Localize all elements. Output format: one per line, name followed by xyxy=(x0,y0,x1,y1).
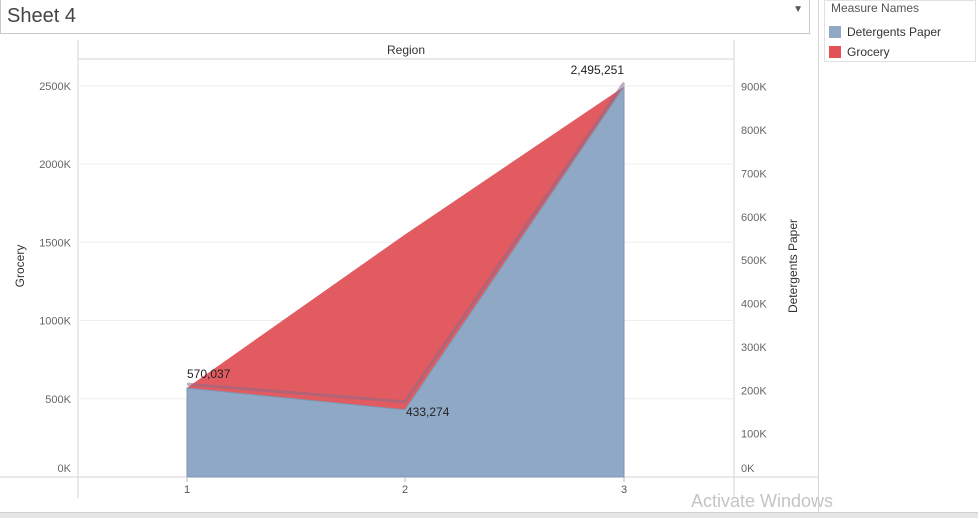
y-right-tick-label: 0K xyxy=(741,463,755,475)
data-label: 570,037 xyxy=(187,367,231,381)
y-left-axis-title: Grocery xyxy=(13,245,27,288)
y-right-tick-label: 900K xyxy=(741,82,767,94)
legend-title: Measure Names xyxy=(831,1,920,15)
data-label: 2,495,251 xyxy=(571,63,625,77)
area-edge xyxy=(186,81,626,404)
x-tick-label: 1 xyxy=(184,484,190,496)
x-axis-ticks: 1 2 3 xyxy=(184,477,627,496)
y-right-tick-label: 600K xyxy=(741,212,767,224)
area-detergents-paper xyxy=(186,85,625,478)
sheet-title-bar: Sheet 4 ▼ xyxy=(0,0,810,34)
y-right-tick-label: 500K xyxy=(741,255,767,267)
y-right-tick-label: 200K xyxy=(741,385,767,397)
legend-label: Grocery xyxy=(847,45,890,59)
column-header: Region xyxy=(387,43,425,57)
y-right-axis-title: Detergents Paper xyxy=(786,219,800,313)
legend-swatch xyxy=(829,26,841,38)
panel-divider xyxy=(818,0,819,517)
left-axis-ticks: 0K 500K 1000K 1500K 2000K 2500K xyxy=(39,81,71,475)
y-left-tick-label: 2000K xyxy=(39,159,71,171)
area-layer xyxy=(186,81,626,478)
legend-label: Detergents Paper xyxy=(847,25,942,39)
y-left-tick-label: 500K xyxy=(45,394,71,406)
legend-swatch xyxy=(829,46,841,58)
y-right-tick-label: 400K xyxy=(741,299,767,311)
data-labels: 570,037 433,274 2,495,251 xyxy=(187,63,624,419)
x-tick-label: 2 xyxy=(402,484,408,496)
y-left-tick-label: 1500K xyxy=(39,237,71,249)
y-left-tick-label: 2500K xyxy=(39,81,71,93)
y-right-tick-label: 300K xyxy=(741,342,767,354)
chevron-down-icon[interactable]: ▼ xyxy=(793,4,803,15)
y-left-tick-label: 1000K xyxy=(39,316,71,328)
area-grocery xyxy=(187,86,624,410)
status-bar xyxy=(0,512,978,518)
legend: Measure Names Detergents Paper Grocery xyxy=(824,0,976,62)
sheet-title: Sheet 4 xyxy=(7,5,76,27)
y-right-tick-label: 100K xyxy=(741,429,767,441)
activation-watermark: Activate Windows xyxy=(691,491,834,511)
x-tick-label: 3 xyxy=(621,484,627,496)
right-axis-ticks: 0K 100K 200K 300K 400K 500K 600K 700K 800K 900K xyxy=(741,82,767,475)
data-label: 433,274 xyxy=(406,405,450,419)
y-right-tick-label: 700K xyxy=(741,168,767,180)
y-right-tick-label: 800K xyxy=(741,125,767,137)
y-left-tick-label: 0K xyxy=(58,463,72,475)
